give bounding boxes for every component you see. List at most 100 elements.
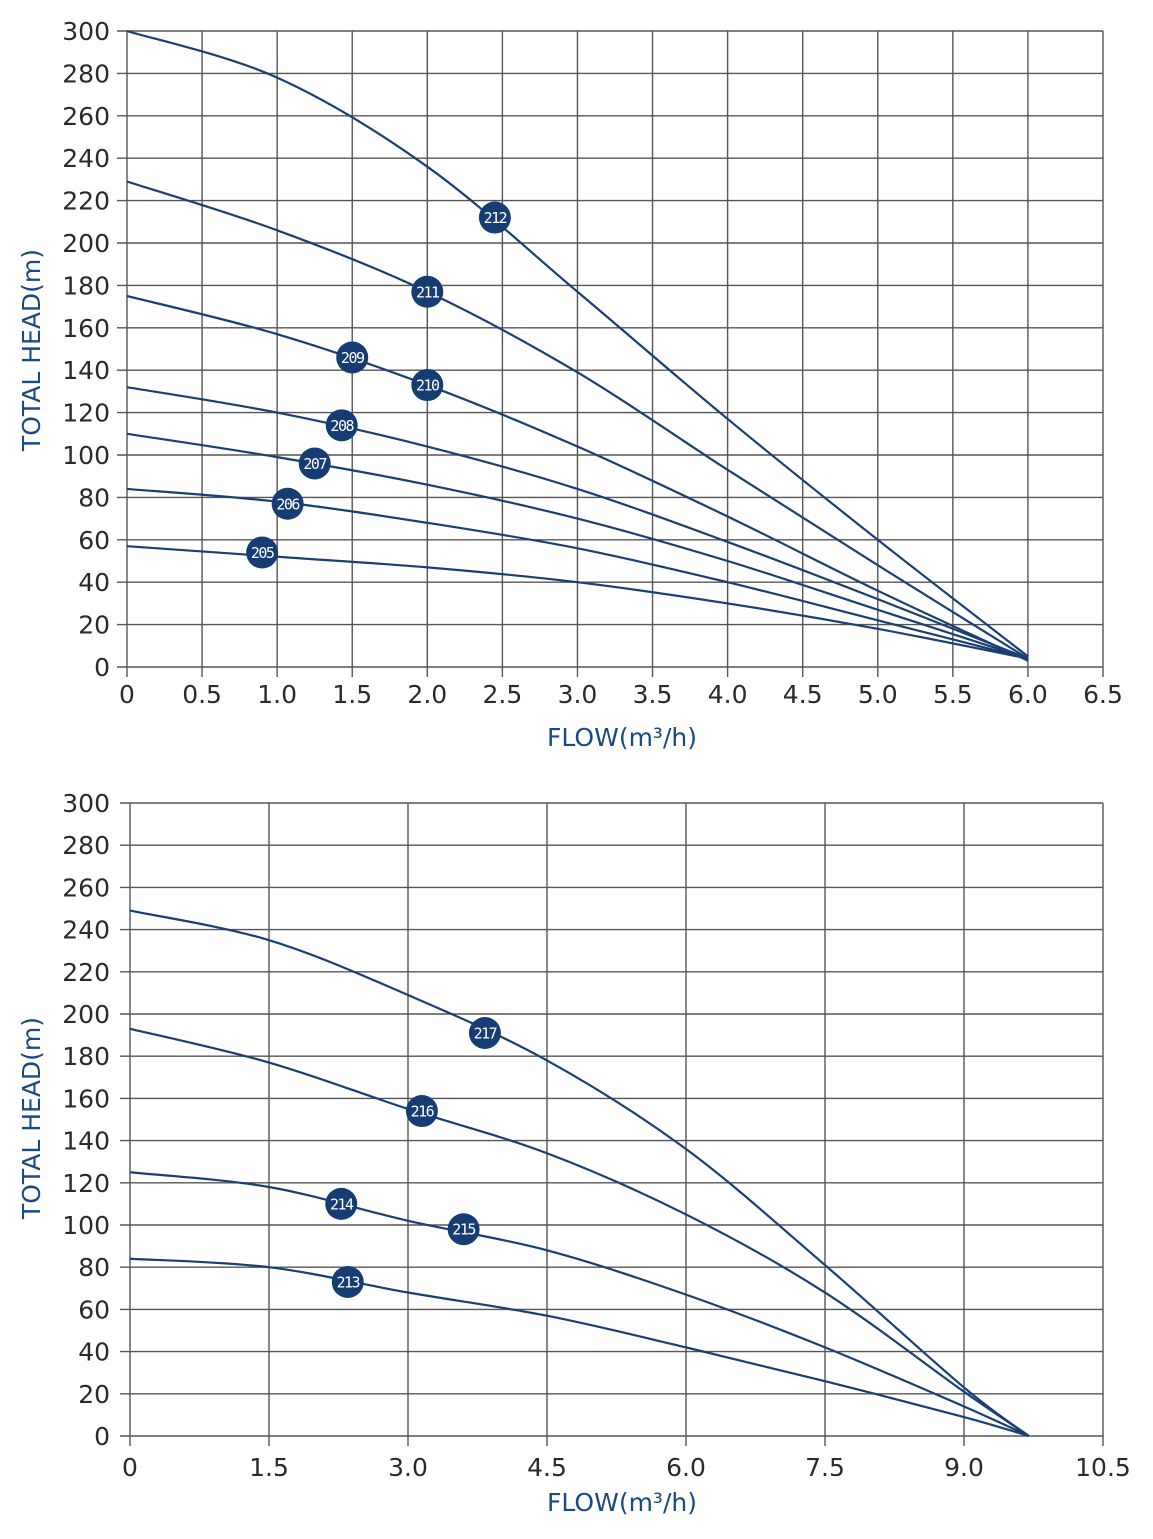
chart-top-y-tick-label: 240 [62,144,110,173]
curve-214 [129,1171,1030,1438]
chart-bottom-x-tick-label: 4.5 [527,1453,567,1482]
chart-top-x-tick-label: 6.0 [1008,680,1048,709]
series-marker-208 [325,409,358,442]
chart-top-x-tick-label: 1.5 [332,680,372,709]
chart-bottom-y-tick-label: 200 [62,1000,110,1029]
series-label-211: 211 [411,275,444,308]
series-label-216: 216 [405,1095,438,1128]
chart-top-y-tick-label: 140 [62,356,110,385]
chart-bottom-y-tick-label: 180 [62,1042,110,1071]
series-label-text-206: 206 [276,495,300,513]
chart-top-y-tick-label: 280 [62,59,110,88]
chart-top-y-tick-label: 180 [62,271,110,300]
series-marker-210 [411,369,444,402]
curve-212 [126,29,1029,658]
chart-top-x-tick-label: 2.0 [407,680,447,709]
chart-top-y-tick-label: 300 [62,17,110,46]
chart-bottom-y-tick-label: 40 [78,1338,110,1367]
chart-top-y-tick-label: 160 [62,314,110,343]
chart-top-x-tick-label: 1.0 [257,680,297,709]
series-label-text-210: 210 [416,377,440,395]
series-marker-209 [336,341,369,374]
chart-bottom-x-tick-label: 6.0 [666,1453,706,1482]
chart-top-x-tick-label: 5.0 [858,680,898,709]
series-marker-214 [325,1187,358,1220]
chart-top-xlabel: FLOW(m³/h) [547,723,697,752]
series-label-text-215: 215 [452,1221,475,1239]
series-marker-207 [298,447,331,480]
series-label-205: 205 [246,536,279,569]
chart-top-y-tick-label: 260 [62,102,110,131]
curve-207 [126,432,1029,660]
chart-bottom-x-tick-label: 3.0 [388,1453,428,1482]
chart-top-x-tick-label: 4.0 [708,680,748,709]
series-label-text-209: 209 [341,349,365,367]
series-label-214: 214 [325,1187,358,1220]
series-marker-212 [478,201,511,234]
chart-bottom-y-tick-label: 240 [62,916,110,945]
chart-bottom-x-tick-label: 9.0 [944,1453,984,1482]
curve-217 [129,909,1030,1437]
series-label-207: 207 [298,447,331,480]
chart-bottom-x-tick-label: 1.5 [249,1453,289,1482]
chart-top-y-tick-label: 40 [78,568,110,597]
chart-top-x-tick-label: 6.5 [1083,680,1123,709]
chart-top-y-tick-label: 80 [78,483,110,512]
chart-top-x-tick-label: 3.5 [633,680,673,709]
chart-bottom-y-tick-label: 20 [78,1380,110,1409]
chart-top: TOTAL HEAD(m) FLOW(m³/h) 0 20 40 60 80 100 120… [17,17,1123,752]
series-label-text-207: 207 [303,455,326,473]
chart-bottom-y-tick-label: 140 [62,1127,110,1156]
chart-bottom-y-tick-label: 220 [62,958,110,987]
series-label-text-212: 212 [484,209,507,227]
chart-bottom-xlabel: FLOW(m³/h) [547,1488,697,1517]
chart-top-y-tick-label: 100 [62,441,110,470]
series-marker-215 [447,1213,480,1246]
series-label-206: 206 [271,487,304,520]
chart-bottom-curves [129,909,1030,1438]
chart-top-y-tick-label: 60 [78,526,110,555]
series-marker-206 [271,487,304,520]
series-marker-205 [246,536,279,569]
curve-211 [126,180,1029,660]
curve-209 [126,294,1029,662]
chart-bottom-grid [120,802,1104,1446]
series-label-text-214: 214 [330,1195,354,1213]
series-label-text-213: 213 [336,1273,359,1291]
chart-top-y-tick-label: 120 [62,399,110,428]
chart-top-x-tick-label: 0.5 [182,680,222,709]
chart-bottom-y-tick-label: 0 [94,1422,110,1451]
chart-bottom-y-tick-label: 260 [62,873,110,902]
series-label-text-217: 217 [474,1024,497,1042]
series-label-text-211: 211 [416,283,440,301]
chart-bottom-y-tick-label: 120 [62,1169,110,1198]
chart-top-x-tick-label: 2.5 [483,680,523,709]
chart-top-markers: 205 206 207 208 209 210 211 212 [246,201,511,569]
series-label-text-205: 205 [251,544,274,562]
chart-top-y-tick-label: 200 [62,229,110,258]
series-marker-217 [468,1016,501,1049]
curve-215 [130,1172,1029,1436]
series-label-208: 208 [325,409,358,442]
series-label-210: 210 [411,369,444,402]
chart-bottom-x-tick-label: 10.5 [1075,1453,1131,1482]
chart-bottom-y-tick-label: 300 [62,789,110,818]
chart-bottom-y-tick-label: 60 [78,1295,110,1324]
chart-top-y-tick-label: 20 [78,611,110,640]
curve-216 [129,1027,1030,1437]
chart-bottom-x-tick-label: 0 [122,1453,138,1482]
curve-213 [129,1257,1030,1438]
chart-bottom-y-tick-label: 160 [62,1084,110,1113]
chart-top-x-tick-label: 0 [119,680,135,709]
series-label-215: 215 [447,1213,480,1246]
chart-bottom: TOTAL HEAD(m) FLOW(m³/h) 0 20 40 60 80 100 120… [17,789,1131,1517]
chart-top-y-tick-label: 0 [94,653,110,682]
series-marker-211 [411,275,444,308]
series-label-213: 213 [331,1265,364,1298]
chart-bottom-ylabel: TOTAL HEAD(m) [17,1017,46,1220]
chart-bottom-y-tick-label: 280 [62,831,110,860]
series-marker-213 [331,1265,364,1298]
chart-bottom-y-tick-label: 100 [62,1211,110,1240]
chart-top-x-tick-label: 5.5 [933,680,973,709]
